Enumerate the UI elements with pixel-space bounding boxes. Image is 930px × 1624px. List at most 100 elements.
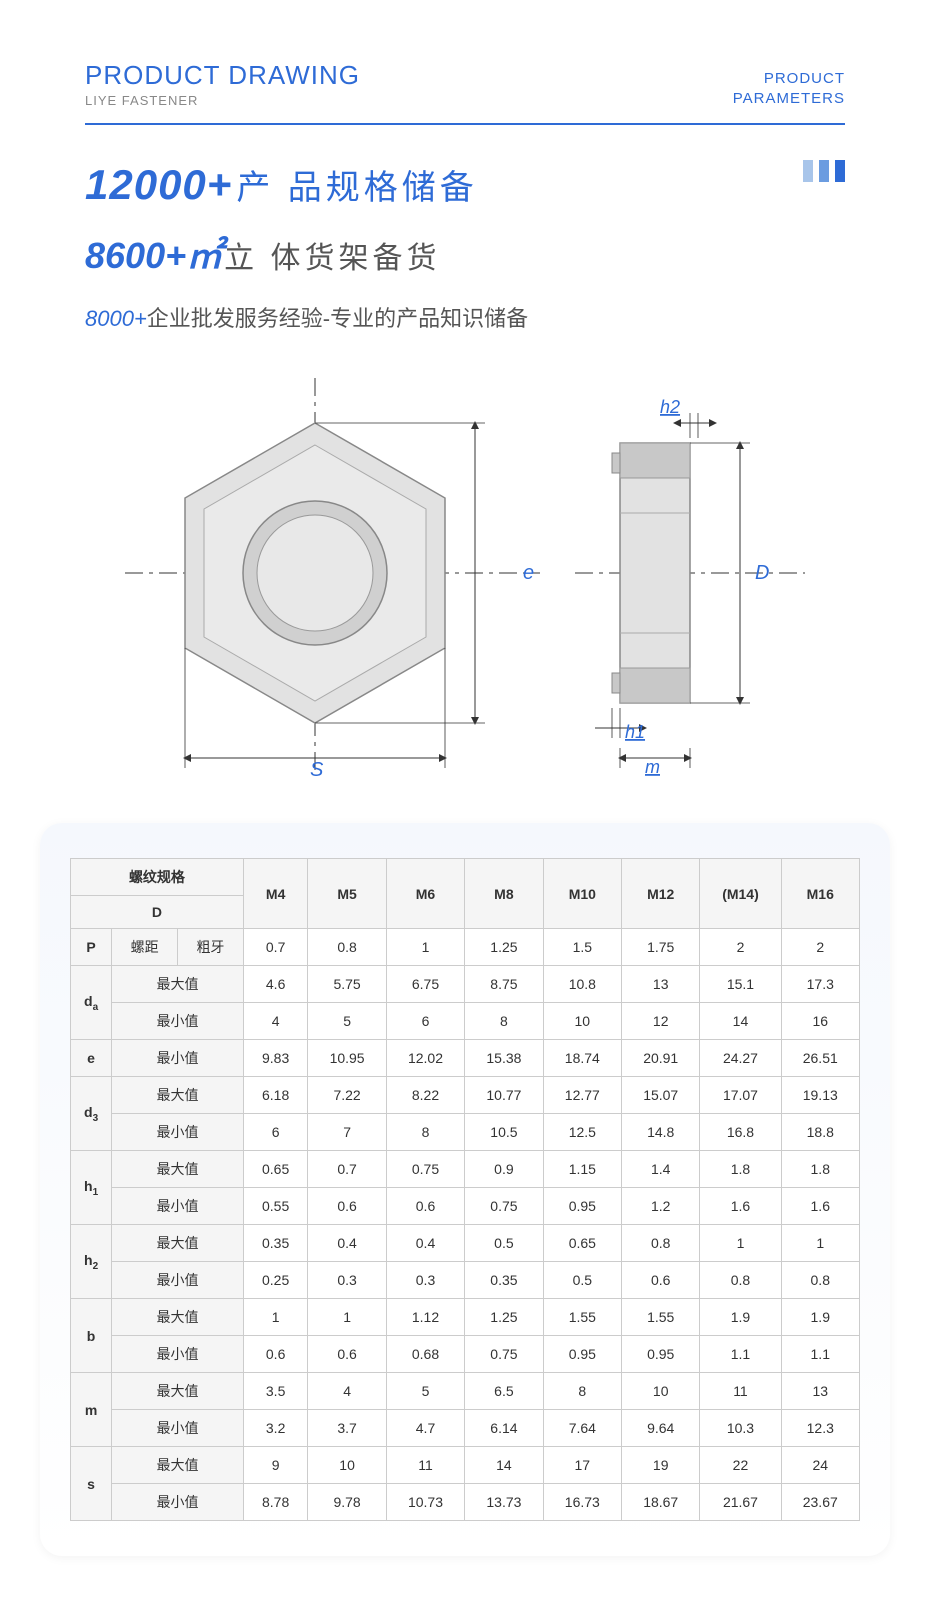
cell-m-min-1: 3.7	[308, 1410, 386, 1447]
bar-2	[819, 160, 829, 182]
cell-d3-min-2: 8	[386, 1114, 464, 1151]
th-col-3: M8	[465, 859, 543, 929]
th-col-5: M12	[622, 859, 700, 929]
cell-d3-max-5: 15.07	[622, 1077, 700, 1114]
row-h2-max-label: 最大值	[112, 1225, 244, 1262]
label-S: S	[310, 759, 324, 781]
cell-b-min-4: 0.95	[543, 1336, 621, 1373]
row-m-min-label: 最小值	[112, 1410, 244, 1447]
cell-h1-max-6: 1.8	[700, 1151, 781, 1188]
th-col-6: (M14)	[700, 859, 781, 929]
cell-da-max-6: 15.1	[700, 966, 781, 1003]
cell-h1-min-6: 1.6	[700, 1188, 781, 1225]
cell-s-min-6: 21.67	[700, 1484, 781, 1521]
row-h2-min-label: 最小值	[112, 1262, 244, 1299]
th-col-0: M4	[243, 859, 308, 929]
bar-3	[835, 160, 845, 182]
cell-da-max-0: 4.6	[243, 966, 308, 1003]
line3-rest: 企业批发服务经验-专业的产品知识储备	[147, 306, 528, 331]
cell-h2-max-7: 1	[781, 1225, 859, 1262]
spec-table-body: P螺距粗牙0.70.811.251.51.7522da最大值4.65.756.7…	[71, 929, 860, 1521]
cell-m-max-0: 3.5	[243, 1373, 308, 1410]
line2-cn: 立 体货架备货	[224, 242, 440, 275]
cell-d3-max-1: 7.22	[308, 1077, 386, 1114]
cell-s-max-7: 24	[781, 1447, 859, 1484]
row-e-min-label: 最小值	[112, 1040, 244, 1077]
line1-cn: 产 品规格储备	[236, 169, 477, 207]
row-s: s	[71, 1447, 112, 1521]
spec-table-head: 螺纹规格M4M5M6M8M10M12(M14)M16D	[71, 859, 860, 929]
cell-b-min-7: 1.1	[781, 1336, 859, 1373]
cell-d3-max-2: 8.22	[386, 1077, 464, 1114]
cell-d3-min-7: 18.8	[781, 1114, 859, 1151]
cell-s-max-2: 11	[386, 1447, 464, 1484]
cell-da-min-3: 8	[465, 1003, 543, 1040]
area-8600: 8600+㎡	[85, 235, 222, 276]
cell-s-min-7: 23.67	[781, 1484, 859, 1521]
cell-d3-max-0: 6.18	[243, 1077, 308, 1114]
cell-m-min-4: 7.64	[543, 1410, 621, 1447]
cell-h2-min-6: 0.8	[700, 1262, 781, 1299]
cell-s-min-5: 18.67	[622, 1484, 700, 1521]
row-b-min-label: 最小值	[112, 1336, 244, 1373]
row-m-max-label: 最大值	[112, 1373, 244, 1410]
cell-d3-max-6: 17.07	[700, 1077, 781, 1114]
row-P: P	[71, 929, 112, 966]
header-right-bottom: PARAMETERS	[733, 89, 845, 109]
cell-m-min-0: 3.2	[243, 1410, 308, 1447]
cell-P-6: 2	[700, 929, 781, 966]
label-D: D	[755, 562, 769, 584]
cell-b-max-7: 1.9	[781, 1299, 859, 1336]
cell-d3-max-4: 12.77	[543, 1077, 621, 1114]
cell-da-min-5: 12	[622, 1003, 700, 1040]
th-col-1: M5	[308, 859, 386, 929]
cell-e-min-4: 18.74	[543, 1040, 621, 1077]
row-d3-max-label: 最大值	[112, 1077, 244, 1114]
row-e: e	[71, 1040, 112, 1077]
cell-d3-max-7: 19.13	[781, 1077, 859, 1114]
spec-table-card: 螺纹规格M4M5M6M8M10M12(M14)M16D P螺距粗牙0.70.81…	[40, 823, 890, 1556]
header-right-top: PRODUCT	[733, 69, 845, 89]
cell-da-min-4: 10	[543, 1003, 621, 1040]
cell-da-max-3: 8.75	[465, 966, 543, 1003]
cell-h1-max-5: 1.4	[622, 1151, 700, 1188]
row-P-sub1: 螺距	[112, 929, 178, 966]
cell-P-1: 0.8	[308, 929, 386, 966]
title-en: PRODUCT DRAWING	[85, 60, 360, 91]
decorative-bars	[803, 160, 845, 182]
cell-h2-min-5: 0.6	[622, 1262, 700, 1299]
row-d3-min-label: 最小值	[112, 1114, 244, 1151]
count-8000: 8000+	[85, 306, 147, 331]
th-thread-spec: 螺纹规格	[71, 859, 244, 896]
cell-h2-max-6: 1	[700, 1225, 781, 1262]
cell-h1-max-0: 0.65	[243, 1151, 308, 1188]
row-b-max-label: 最大值	[112, 1299, 244, 1336]
cell-m-max-7: 13	[781, 1373, 859, 1410]
cell-e-min-0: 9.83	[243, 1040, 308, 1077]
bar-1	[803, 160, 813, 182]
row-s-max-label: 最大值	[112, 1447, 244, 1484]
cell-da-max-7: 17.3	[781, 966, 859, 1003]
cell-h1-max-3: 0.9	[465, 1151, 543, 1188]
row-da: da	[71, 966, 112, 1040]
cell-da-min-6: 14	[700, 1003, 781, 1040]
cell-h2-max-1: 0.4	[308, 1225, 386, 1262]
cell-h1-max-4: 1.15	[543, 1151, 621, 1188]
cell-s-max-3: 14	[465, 1447, 543, 1484]
row-da-min-label: 最小值	[112, 1003, 244, 1040]
cell-h1-min-0: 0.55	[243, 1188, 308, 1225]
cell-b-max-2: 1.12	[386, 1299, 464, 1336]
cell-h1-min-5: 1.2	[622, 1188, 700, 1225]
cell-m-min-7: 12.3	[781, 1410, 859, 1447]
cell-s-max-5: 19	[622, 1447, 700, 1484]
row-P-sub2: 粗牙	[178, 929, 244, 966]
cell-d3-min-3: 10.5	[465, 1114, 543, 1151]
cell-e-min-1: 10.95	[308, 1040, 386, 1077]
header-left: PRODUCT DRAWING LIYE FASTENER	[85, 60, 360, 108]
row-h1-min-label: 最小值	[112, 1188, 244, 1225]
cell-b-max-4: 1.55	[543, 1299, 621, 1336]
cell-m-max-6: 11	[700, 1373, 781, 1410]
cell-b-min-2: 0.68	[386, 1336, 464, 1373]
cell-h1-min-4: 0.95	[543, 1188, 621, 1225]
header-right: PRODUCT PARAMETERS	[733, 69, 845, 108]
